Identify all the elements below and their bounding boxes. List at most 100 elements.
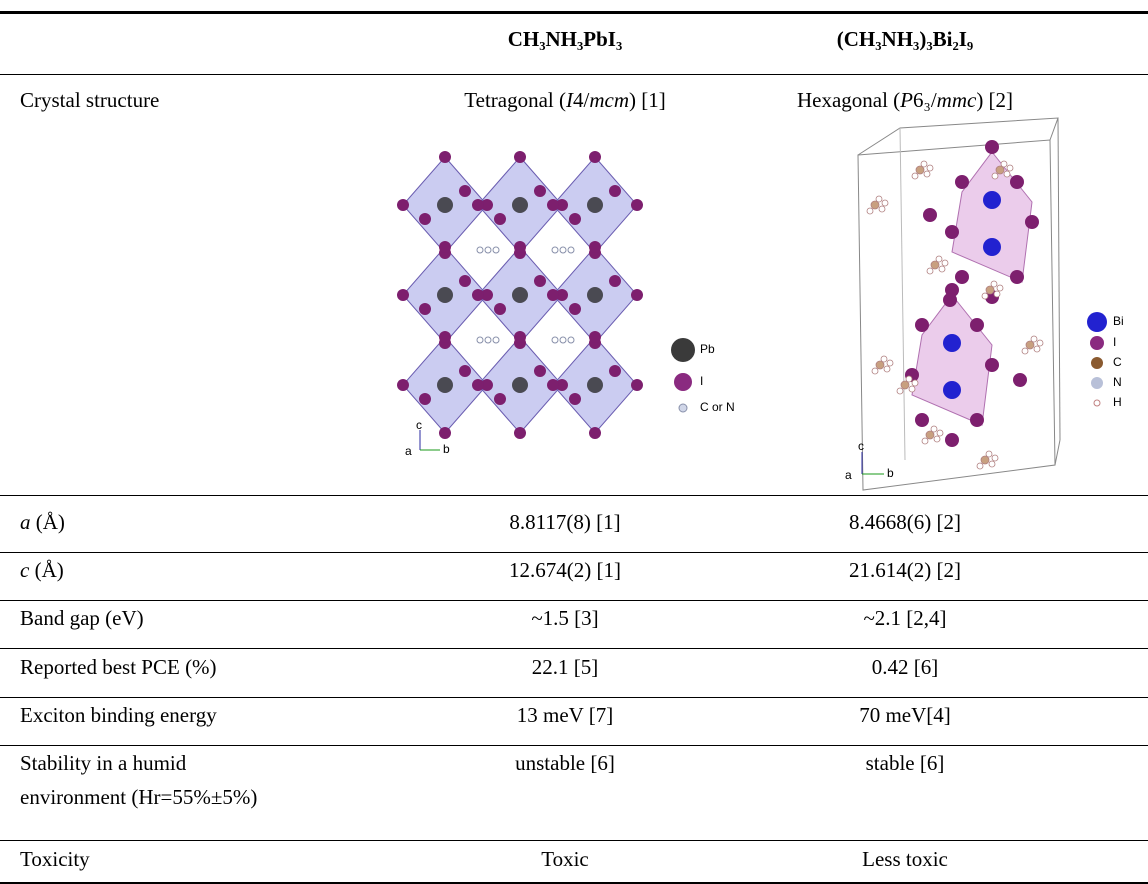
atom-h xyxy=(982,293,988,299)
atom-i xyxy=(569,213,581,225)
cell-line: 8.4668(6) [2] xyxy=(705,505,1105,539)
atom-bi xyxy=(983,191,1001,209)
atom-h xyxy=(994,291,1000,297)
cell: Less toxic xyxy=(705,842,1105,876)
atom-i xyxy=(915,413,929,427)
atom-pb xyxy=(587,287,603,303)
atom-h xyxy=(882,200,888,206)
atom-pb xyxy=(437,197,453,213)
atom-h xyxy=(1034,346,1040,352)
atom-i xyxy=(547,199,559,211)
text-run: (CH₃NH₃)₃Bi₂I₉ xyxy=(837,27,973,51)
text-run: I xyxy=(566,88,573,112)
atom-i xyxy=(569,303,581,315)
cell-box xyxy=(900,128,905,460)
atom-i xyxy=(915,318,929,332)
atom-h xyxy=(884,366,890,372)
atom-i xyxy=(569,393,581,405)
atom-h xyxy=(989,461,995,467)
text-run: a xyxy=(20,510,31,534)
image-label: I xyxy=(700,374,703,388)
atom-i xyxy=(1025,215,1039,229)
text-run: 6₃/ xyxy=(913,88,937,112)
image-label: Pb xyxy=(700,342,715,356)
atom-i xyxy=(472,379,484,391)
atom-cn xyxy=(568,337,574,343)
atom-i xyxy=(494,213,506,225)
atom-i xyxy=(945,433,959,447)
image-label: b xyxy=(443,442,450,456)
text-run: ) [1] xyxy=(629,88,666,112)
atom-h xyxy=(986,451,992,457)
atom-pb xyxy=(587,197,603,213)
atom-h xyxy=(927,165,933,171)
atom-i xyxy=(514,241,526,253)
text-run: Tetragonal ( xyxy=(464,88,566,112)
atom-i xyxy=(472,199,484,211)
atom-i xyxy=(419,213,431,225)
cell-line: Crystal structure xyxy=(20,83,159,117)
atom-cn xyxy=(552,337,558,343)
atom-h xyxy=(977,463,983,469)
atom-i xyxy=(534,365,546,377)
atom-cn xyxy=(485,247,491,253)
octahedron xyxy=(912,295,992,425)
atom-h xyxy=(924,171,930,177)
cell: Toxicity xyxy=(20,842,90,876)
atom-i xyxy=(419,393,431,405)
image-label: C xyxy=(1113,355,1122,369)
atom-i xyxy=(397,289,409,301)
atom-pb xyxy=(437,287,453,303)
cell: 70 meV[4] xyxy=(705,698,1105,732)
cell: a (Å) xyxy=(20,505,65,539)
image-label: a xyxy=(405,444,412,458)
cell-line: a (Å) xyxy=(20,505,65,539)
image-label: c xyxy=(416,418,422,432)
text-run: mmc xyxy=(937,88,977,112)
legend-c xyxy=(1091,357,1103,369)
atom-h xyxy=(921,161,927,167)
text-run: 0.42 [6] xyxy=(872,655,939,679)
atom-i xyxy=(1010,270,1024,284)
atom-h xyxy=(1022,348,1028,354)
atom-h xyxy=(912,173,918,179)
cell: Stability in a humidenvironment (Hr=55%±… xyxy=(20,746,257,814)
atom-h xyxy=(1004,171,1010,177)
rule xyxy=(0,495,1148,496)
legend-pb xyxy=(671,338,695,362)
atom-h xyxy=(881,356,887,362)
atom-i xyxy=(459,365,471,377)
rule xyxy=(0,74,1148,75)
cell-box xyxy=(1055,440,1060,465)
image-label: Bi xyxy=(1113,314,1124,328)
text-run: CH₃NH₃PbI₃ xyxy=(508,27,623,51)
cell: Band gap (eV) xyxy=(20,601,144,635)
legend-i xyxy=(674,373,692,391)
atom-pb xyxy=(512,377,528,393)
text-run: 22.1 [5] xyxy=(532,655,599,679)
cell: Exciton binding energy xyxy=(20,698,217,732)
atom-i xyxy=(955,175,969,189)
atom-i xyxy=(589,427,601,439)
atom-i xyxy=(397,379,409,391)
cell-line: c (Å) xyxy=(20,553,64,587)
cell-line: environment (Hr=55%±5%) xyxy=(20,780,257,814)
atom-i xyxy=(923,208,937,222)
atom-i xyxy=(1013,373,1027,387)
cell-line: stable [6] xyxy=(705,746,1105,780)
atom-i xyxy=(631,289,643,301)
atom-i xyxy=(472,289,484,301)
image-label: I xyxy=(1113,335,1116,349)
atom-h xyxy=(986,286,994,294)
atom-i xyxy=(547,289,559,301)
atom-i xyxy=(439,151,451,163)
atom-cn xyxy=(552,247,558,253)
legend-i xyxy=(1090,336,1104,350)
cell-line: Exciton binding energy xyxy=(20,698,217,732)
atom-h xyxy=(916,166,924,174)
cell-line: 21.614(2) [2] xyxy=(705,553,1105,587)
text-run: 21.614(2) [2] xyxy=(849,558,961,582)
image-label: C or N xyxy=(700,400,735,414)
atom-h xyxy=(934,436,940,442)
atom-h xyxy=(871,201,879,209)
